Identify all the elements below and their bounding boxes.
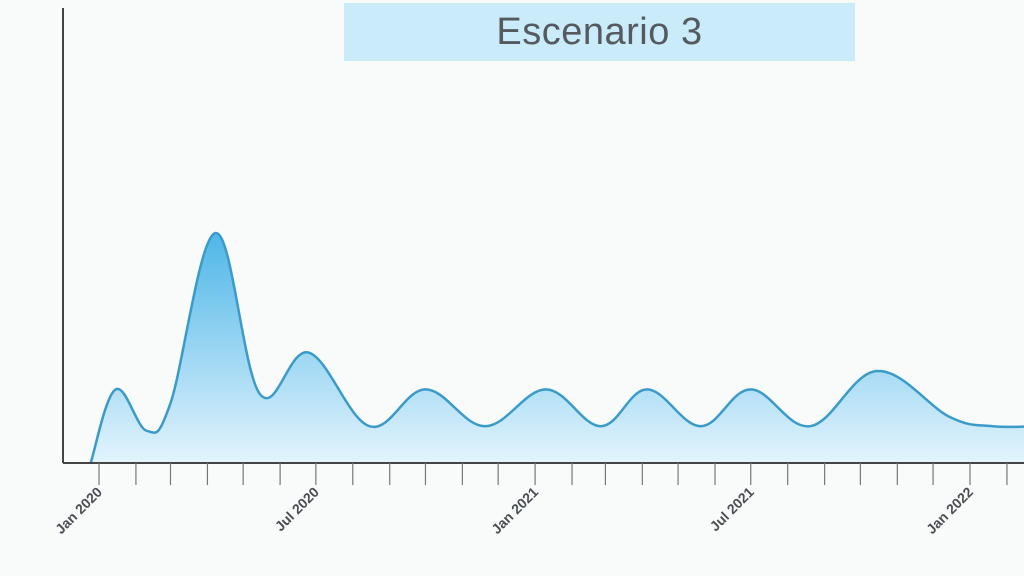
chart-title-box: Escenario 3 <box>344 3 855 61</box>
x-tick-label: Jan 2022 <box>923 484 976 537</box>
x-tick-label: Jan 2021 <box>488 484 541 537</box>
series-area <box>90 232 1024 463</box>
x-tick-label: Jan 2020 <box>52 484 105 537</box>
x-tick-label: Jul 2020 <box>272 484 323 535</box>
x-tick-label: Jul 2021 <box>706 484 757 535</box>
chart-title: Escenario 3 <box>496 10 703 53</box>
series-line <box>89 231 1024 464</box>
